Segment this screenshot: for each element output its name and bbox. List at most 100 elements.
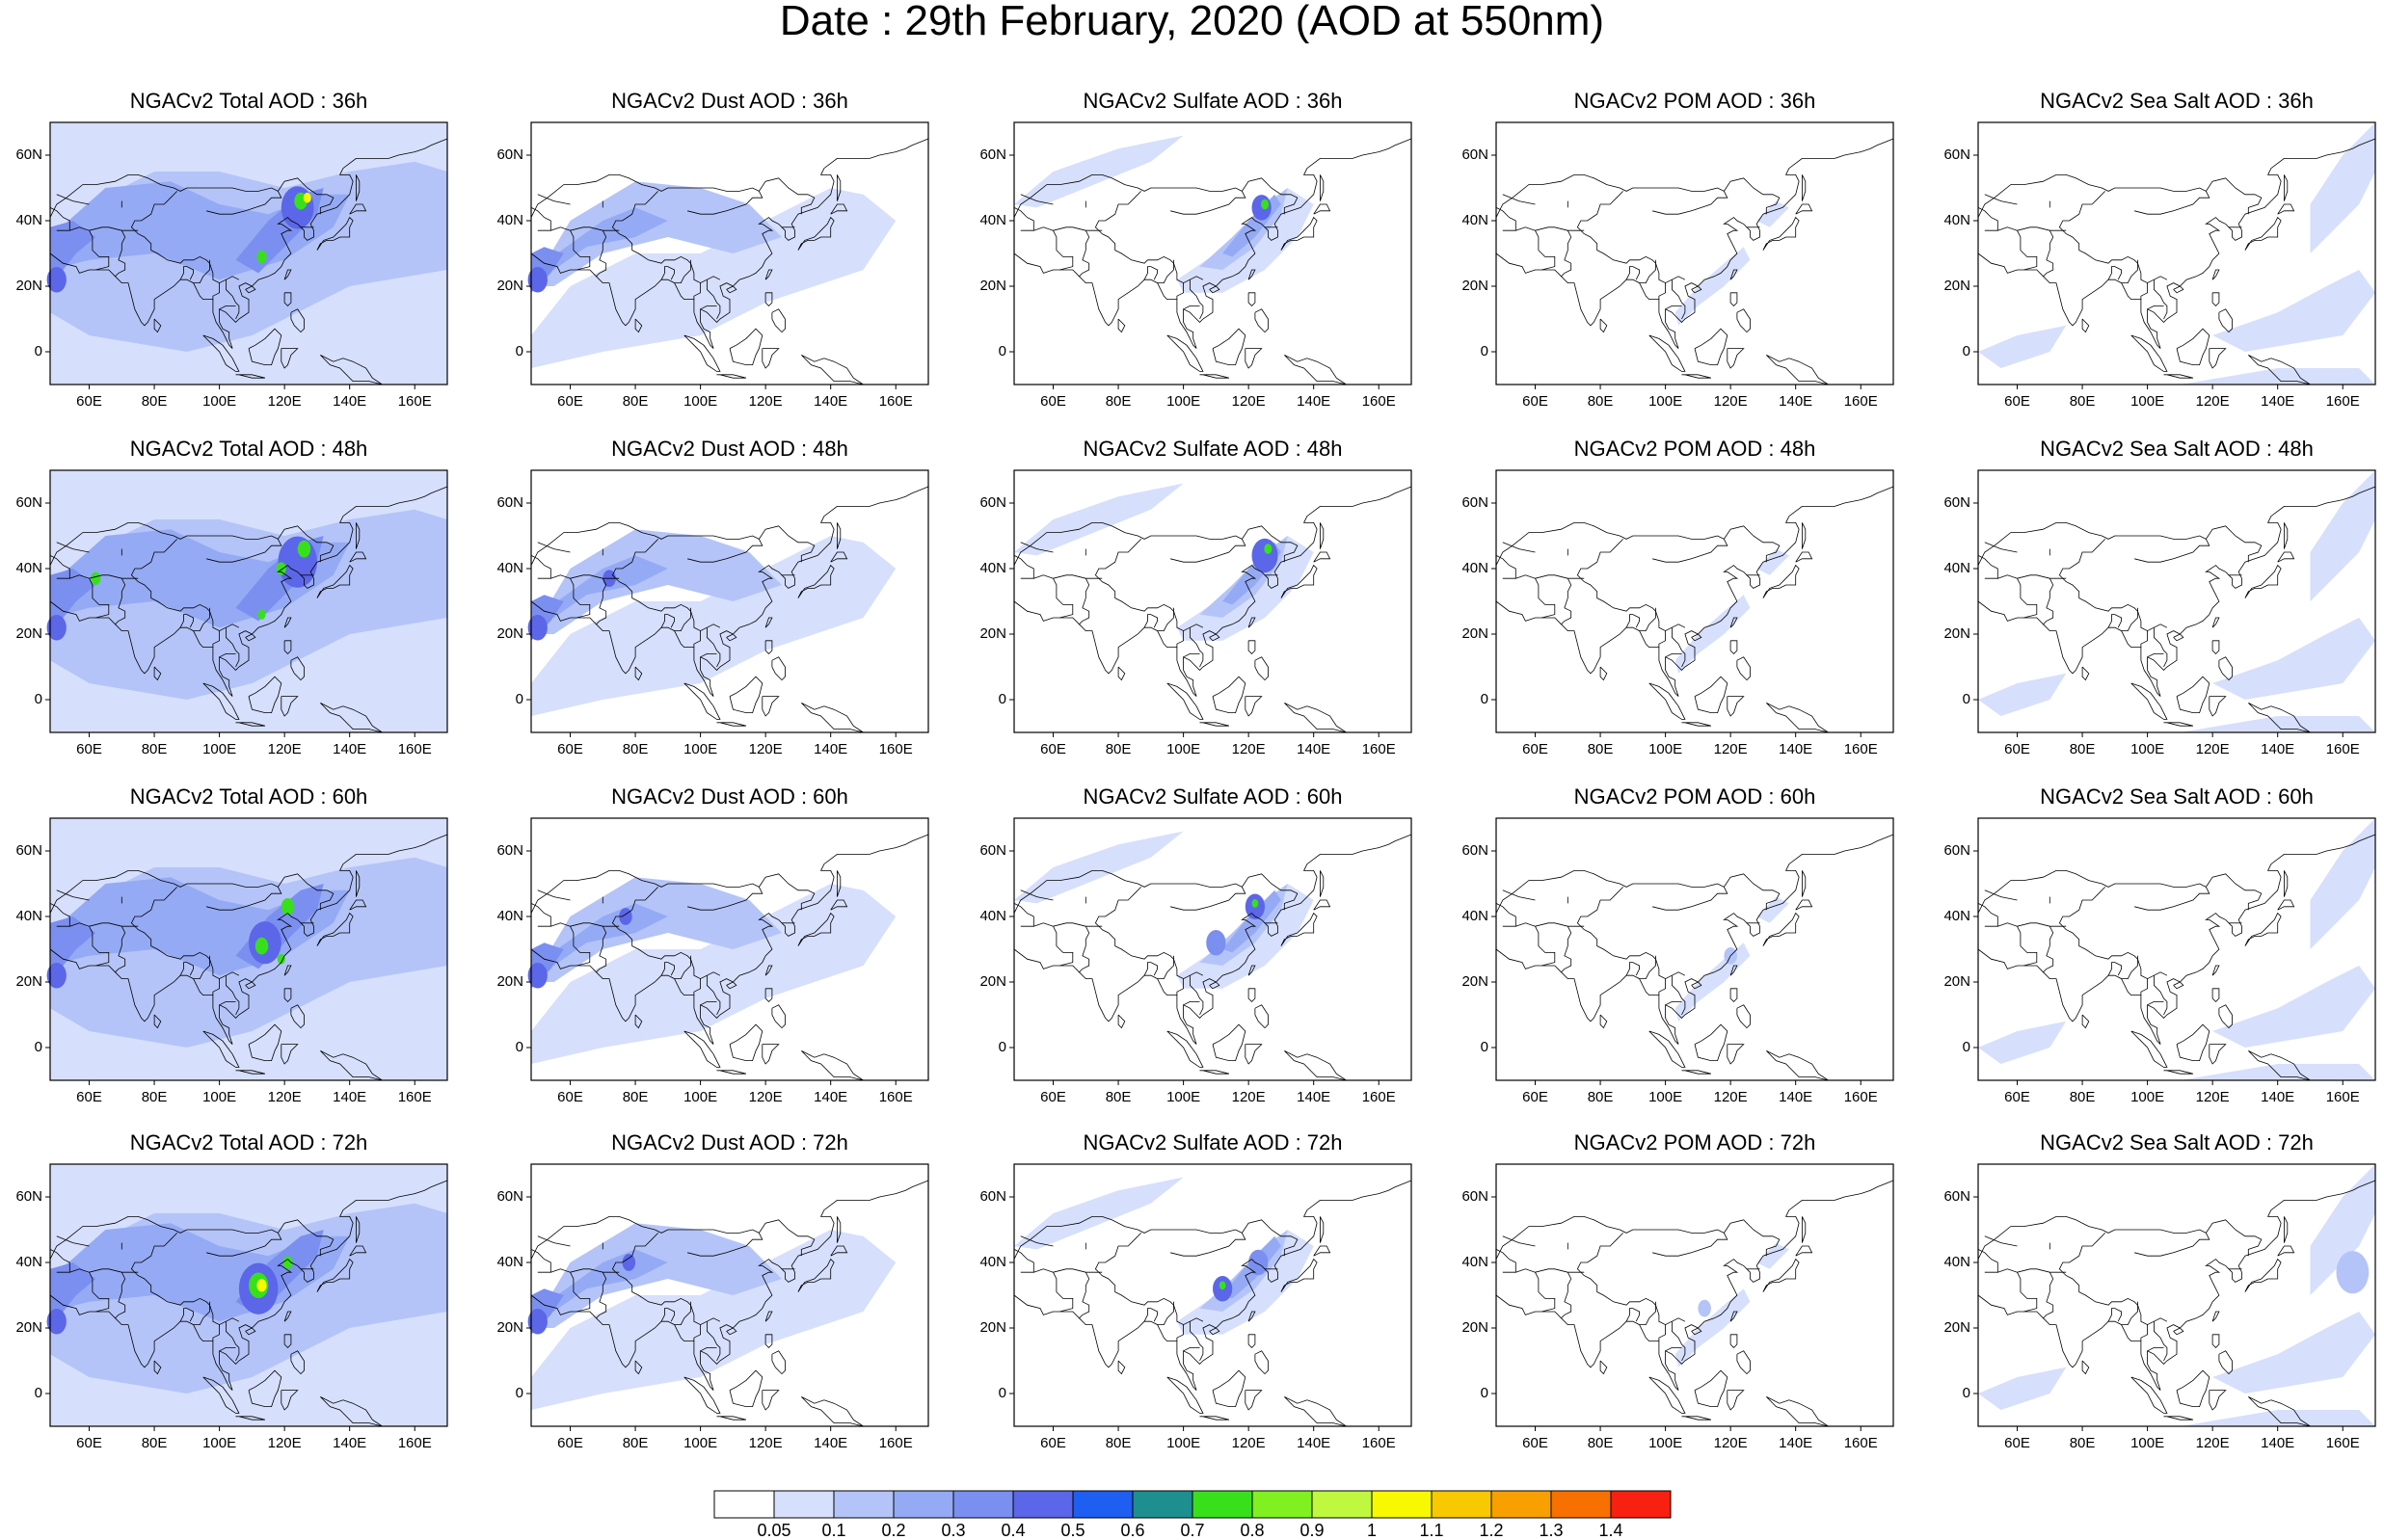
coastline: [1495, 138, 1894, 349]
coastline: [530, 522, 816, 566]
coastline: [1727, 348, 1745, 369]
aod-shade-region: [1014, 1177, 1184, 1250]
coastline: [1762, 912, 1800, 946]
coastline: [1727, 1044, 1745, 1065]
coastline: [320, 1050, 383, 1081]
lon-tick-label: 100E: [202, 1435, 237, 1451]
coastline: [1671, 627, 1686, 668]
colorbar-label: 0.7: [1180, 1521, 1205, 1540]
coastline: [1143, 266, 1159, 280]
lat-tick-label: 40N: [979, 1254, 1006, 1270]
coastline: [2134, 1233, 2210, 1257]
coastline: [1033, 922, 1103, 927]
coastline: [1199, 1416, 1229, 1421]
panel-title: NGACv2 Sea Salt AOD : 72h: [2040, 1130, 2314, 1155]
lat-tick-label: 60N: [1461, 146, 1488, 163]
coastline: [797, 912, 835, 946]
lat-tick-label: 40N: [1943, 212, 1970, 228]
coastline: [2017, 230, 2038, 271]
aod-shade-region: [531, 207, 668, 280]
coastline: [179, 962, 195, 976]
coastline: [1157, 1301, 1174, 1326]
coastline: [355, 174, 361, 201]
coastline: [611, 887, 721, 980]
lon-tick-label: 60E: [557, 1435, 583, 1451]
aod-hotspot: [1251, 898, 1259, 908]
coastline: [1013, 522, 1299, 566]
lon-tick-label: 80E: [622, 393, 649, 410]
coastline: [2043, 1272, 2054, 1319]
lat-tick-label: 0: [34, 1039, 42, 1055]
coastline: [1729, 965, 1738, 976]
aod-shade-region: [531, 188, 897, 368]
colorbar-label: 0.8: [1240, 1521, 1265, 1540]
coastline: [1094, 191, 1204, 284]
coastline: [611, 539, 721, 632]
coastline: [716, 722, 746, 727]
coastline: [49, 834, 448, 1045]
coastline: [2248, 355, 2311, 385]
lon-tick-label: 60E: [1522, 393, 1548, 410]
coastline: [2176, 1369, 2210, 1408]
coastline: [2248, 1396, 2311, 1427]
coastline: [1199, 1070, 1229, 1075]
coastline: [2140, 630, 2149, 648]
lat-tick-label: 60N: [979, 1188, 1006, 1205]
coastline: [2043, 926, 2054, 973]
panel-title: NGACv2 Sea Salt AOD : 36h: [2040, 89, 2314, 113]
aod-hotspot: [281, 897, 295, 916]
coastline: [1736, 1004, 1751, 1029]
coastline: [537, 889, 571, 901]
aod-map: [45, 1163, 448, 1431]
map-frame: [1977, 469, 2376, 733]
coastline: [1143, 614, 1159, 628]
coastline: [2107, 614, 2123, 628]
panel-title: NGACv2 POM AOD : 72h: [1573, 1130, 1816, 1155]
coastline: [2017, 1272, 2038, 1313]
coastline: [1561, 230, 1572, 278]
lat-tick-label: 0: [1962, 343, 1970, 359]
aod-map: [526, 469, 929, 737]
coastline: [1561, 578, 1572, 625]
lat-tick-label: 20N: [15, 1319, 42, 1336]
coastline: [1209, 633, 1220, 642]
coastline: [1977, 207, 1998, 231]
aod-hotspot: [1698, 1299, 1711, 1317]
lat-tick-label: 60N: [1943, 146, 1970, 163]
coastline: [69, 1268, 139, 1273]
coastline: [2081, 318, 2090, 333]
lon-tick-label: 160E: [1361, 1435, 1396, 1451]
lat-tick-label: 40N: [496, 560, 523, 576]
coastline: [2211, 617, 2220, 628]
aod-hotspot: [622, 1254, 636, 1271]
coastline: [726, 981, 737, 990]
coastline: [1795, 203, 1813, 215]
coastline: [1535, 1272, 1556, 1313]
lon-tick-label: 60E: [76, 741, 102, 757]
aod-shade-region: [1756, 548, 1789, 575]
lon-tick-label: 160E: [397, 1089, 432, 1105]
lon-tick-label: 100E: [1166, 393, 1201, 410]
lon-tick-label: 140E: [2261, 1089, 2295, 1105]
coastline: [1766, 1050, 1829, 1081]
coastline: [130, 1233, 240, 1326]
lon-tick-label: 160E: [1361, 741, 1396, 757]
coastline: [1795, 551, 1813, 563]
coastline: [1245, 696, 1263, 717]
aod-hotspot: [254, 937, 269, 955]
lon-tick-label: 160E: [878, 741, 913, 757]
coastline: [2244, 1258, 2282, 1292]
coastline: [56, 542, 90, 553]
coastline: [1762, 216, 1800, 251]
coastline: [1170, 1233, 1246, 1257]
coastline: [2058, 539, 2168, 632]
panel-title: NGACv2 Total AOD : 72h: [129, 1130, 368, 1155]
coastline: [1681, 374, 1711, 379]
coastline: [1013, 555, 1034, 579]
colorbar-swatch: [1550, 1490, 1612, 1519]
lat-tick-label: 60N: [496, 494, 523, 511]
lat-tick-label: 0: [1480, 1385, 1488, 1401]
colorbar-label: 0.05: [757, 1521, 791, 1540]
coastline: [1652, 191, 1728, 215]
coastline: [1254, 656, 1269, 681]
